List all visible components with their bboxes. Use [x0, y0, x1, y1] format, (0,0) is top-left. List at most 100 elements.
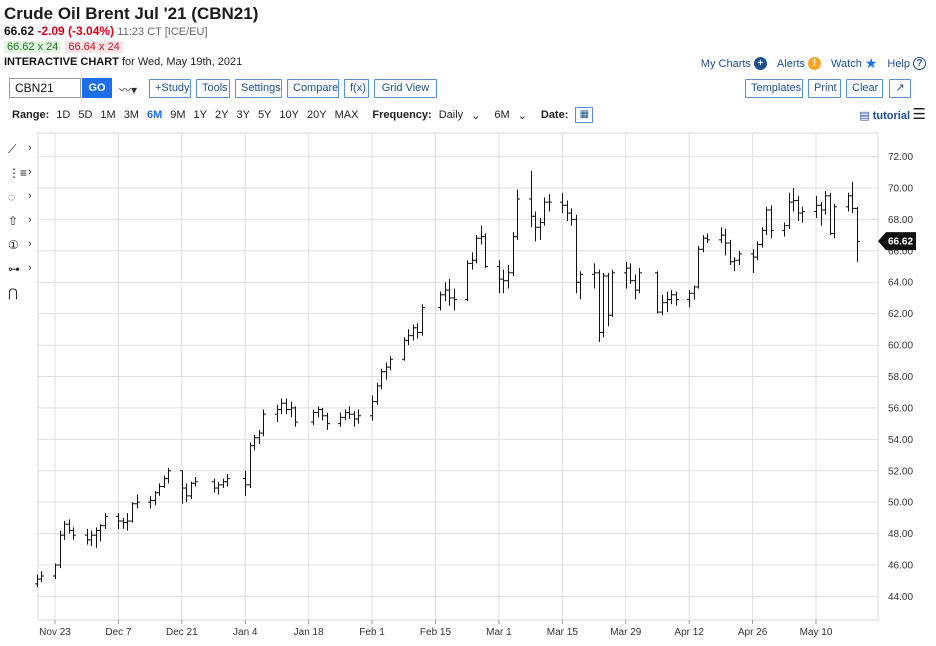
plus-icon: + [753, 57, 767, 70]
tutorial-icon: ▤ [859, 110, 870, 122]
frequency-select[interactable]: Daily ⌄ [439, 109, 481, 122]
chevron-right-icon: › [28, 238, 32, 250]
ohlc-bar [655, 271, 660, 314]
range-option-5d[interactable]: 5D [78, 109, 93, 121]
ohlc-bar [71, 527, 76, 540]
ohlc-bar [723, 228, 728, 256]
line-tool[interactable]: ⟋ › [6, 142, 36, 160]
frequency-value: Daily [438, 109, 464, 121]
chart-subheading: INTERACTIVE CHART for Wed, May 19th, 202… [4, 56, 242, 68]
marker-tool[interactable]: ① › [6, 238, 36, 256]
range-option-9m[interactable]: 9M [170, 109, 186, 121]
grid-view-button[interactable]: Grid View [374, 79, 437, 98]
bid-badge: 66.62 x 24 [4, 41, 62, 53]
range-option-1m[interactable]: 1M [100, 109, 116, 121]
symbol-input[interactable] [9, 78, 81, 98]
calendar-icon[interactable]: ▦ [575, 107, 594, 123]
y-tick-label: 66.00 [888, 246, 913, 257]
expand-icon[interactable]: ↗ [889, 79, 911, 98]
settings-button[interactable]: Settings [235, 79, 282, 98]
ohlc-bar [279, 398, 284, 415]
y-tick-label: 64.00 [888, 278, 913, 289]
print-button[interactable]: Print [808, 79, 841, 98]
x-tick-label: Feb 1 [359, 627, 385, 638]
ohlc-bar [193, 477, 198, 487]
range-options: 1D 5D 1M 3M 6M 9M 1Y 2Y 3Y 5Y 10Y 20Y MAX [56, 109, 366, 121]
tutorial-link[interactable]: ▤ tutorial [859, 109, 910, 122]
quote-time: 11:23 CT [ICE/EU] [117, 26, 208, 38]
tools-button[interactable]: Tools [196, 79, 230, 98]
range-option-3y[interactable]: 3Y [236, 109, 250, 121]
quote-line: 66.62 -2.09 (-3.04%) 11:23 CT [ICE/EU] [4, 24, 208, 38]
arrow-tool-icon: ⇧ [8, 214, 19, 228]
ohlc-bar [578, 271, 583, 300]
ohlc-bar [506, 264, 511, 289]
range-option-20y[interactable]: 20Y [306, 109, 327, 121]
ohlc-bar [769, 205, 774, 239]
ohlc-bar [452, 288, 457, 311]
chevron-right-icon: › [28, 190, 32, 202]
compare-button[interactable]: Compare [287, 79, 339, 98]
help-link[interactable]: Help? [887, 57, 926, 70]
help-label: Help [887, 57, 910, 70]
annotation-tool[interactable]: ⊶ › [6, 262, 36, 280]
y-tick-label: 48.00 [888, 529, 913, 540]
range-option-2y[interactable]: 2Y [215, 109, 229, 121]
ohlc-bar [184, 483, 189, 503]
x-tick-label: Dec 21 [166, 627, 198, 638]
alerts-link[interactable]: Alerts! [776, 57, 822, 70]
ohlc-bar [284, 398, 289, 415]
range-option-1d[interactable]: 1D [56, 109, 71, 121]
ohlc-bar [103, 513, 108, 529]
range-option-10y[interactable]: 10Y [279, 109, 299, 121]
shape-tool-icon: ◌ [8, 190, 16, 204]
watch-label: Watch [831, 57, 862, 70]
x-tick-label: Jan 4 [233, 627, 258, 638]
alert-icon: ! [808, 57, 822, 70]
range-option-6m[interactable]: 6M [146, 109, 163, 121]
range-option-5y[interactable]: 5Y [257, 109, 272, 121]
period-value: 6M [494, 109, 510, 121]
chart-type-icon[interactable]: 〰▾ [119, 83, 138, 97]
period-select[interactable]: 6M ⌄ [494, 109, 527, 122]
range-option-max[interactable]: MAX [334, 109, 359, 121]
chart-date: for Wed, May 19th, 2021 [121, 56, 243, 68]
range-label: Range: [12, 109, 50, 121]
ohlc-bar [823, 191, 828, 215]
watch-link[interactable]: Watch ★ [831, 55, 877, 72]
add-study-button[interactable]: +Study [149, 79, 191, 98]
ohlc-bar [261, 409, 266, 437]
alerts-label: Alerts [776, 57, 806, 70]
x-tick-label: May 10 [800, 627, 833, 638]
ohlc-bar [447, 279, 452, 306]
ohlc-bar [379, 368, 384, 390]
arrow-tool[interactable]: ⇧ › [6, 214, 36, 232]
tutorial-label: tutorial [872, 110, 910, 122]
magnet-tool[interactable]: ⋂ [6, 286, 36, 304]
go-button[interactable]: GO [82, 78, 112, 98]
ohlc-bar [135, 494, 140, 509]
ohlc-bar [850, 181, 855, 214]
range-option-1y[interactable]: 1Y [193, 109, 207, 121]
fibonacci-tool[interactable]: ⋮≡ › [6, 166, 36, 184]
instrument-title: Crude Oil Brent Jul '21 (CBN21) [4, 4, 259, 23]
ohlc-bar [347, 406, 352, 419]
menu-icon[interactable]: ☰ [912, 106, 926, 123]
ohlc-bar [791, 187, 796, 212]
shape-tool[interactable]: ◌ › [6, 190, 36, 208]
chevron-down-icon: ⌄ [471, 109, 481, 122]
ohlc-bar [39, 571, 44, 583]
chevron-down-icon: ⌄ [517, 109, 527, 122]
ohlc-bar [53, 563, 58, 580]
function-button[interactable]: f(x) [344, 79, 369, 98]
ohlc-bar [166, 467, 171, 484]
range-option-3m[interactable]: 3M [123, 109, 139, 121]
templates-button[interactable]: Templates [745, 79, 803, 98]
y-tick-label: 50.00 [888, 498, 913, 509]
ohlc-bar [216, 481, 221, 495]
my-charts-link[interactable]: My Charts + [701, 57, 767, 70]
ohlc-bar [225, 473, 230, 487]
ohlc-bar [370, 395, 375, 421]
clear-button[interactable]: Clear [846, 79, 883, 98]
